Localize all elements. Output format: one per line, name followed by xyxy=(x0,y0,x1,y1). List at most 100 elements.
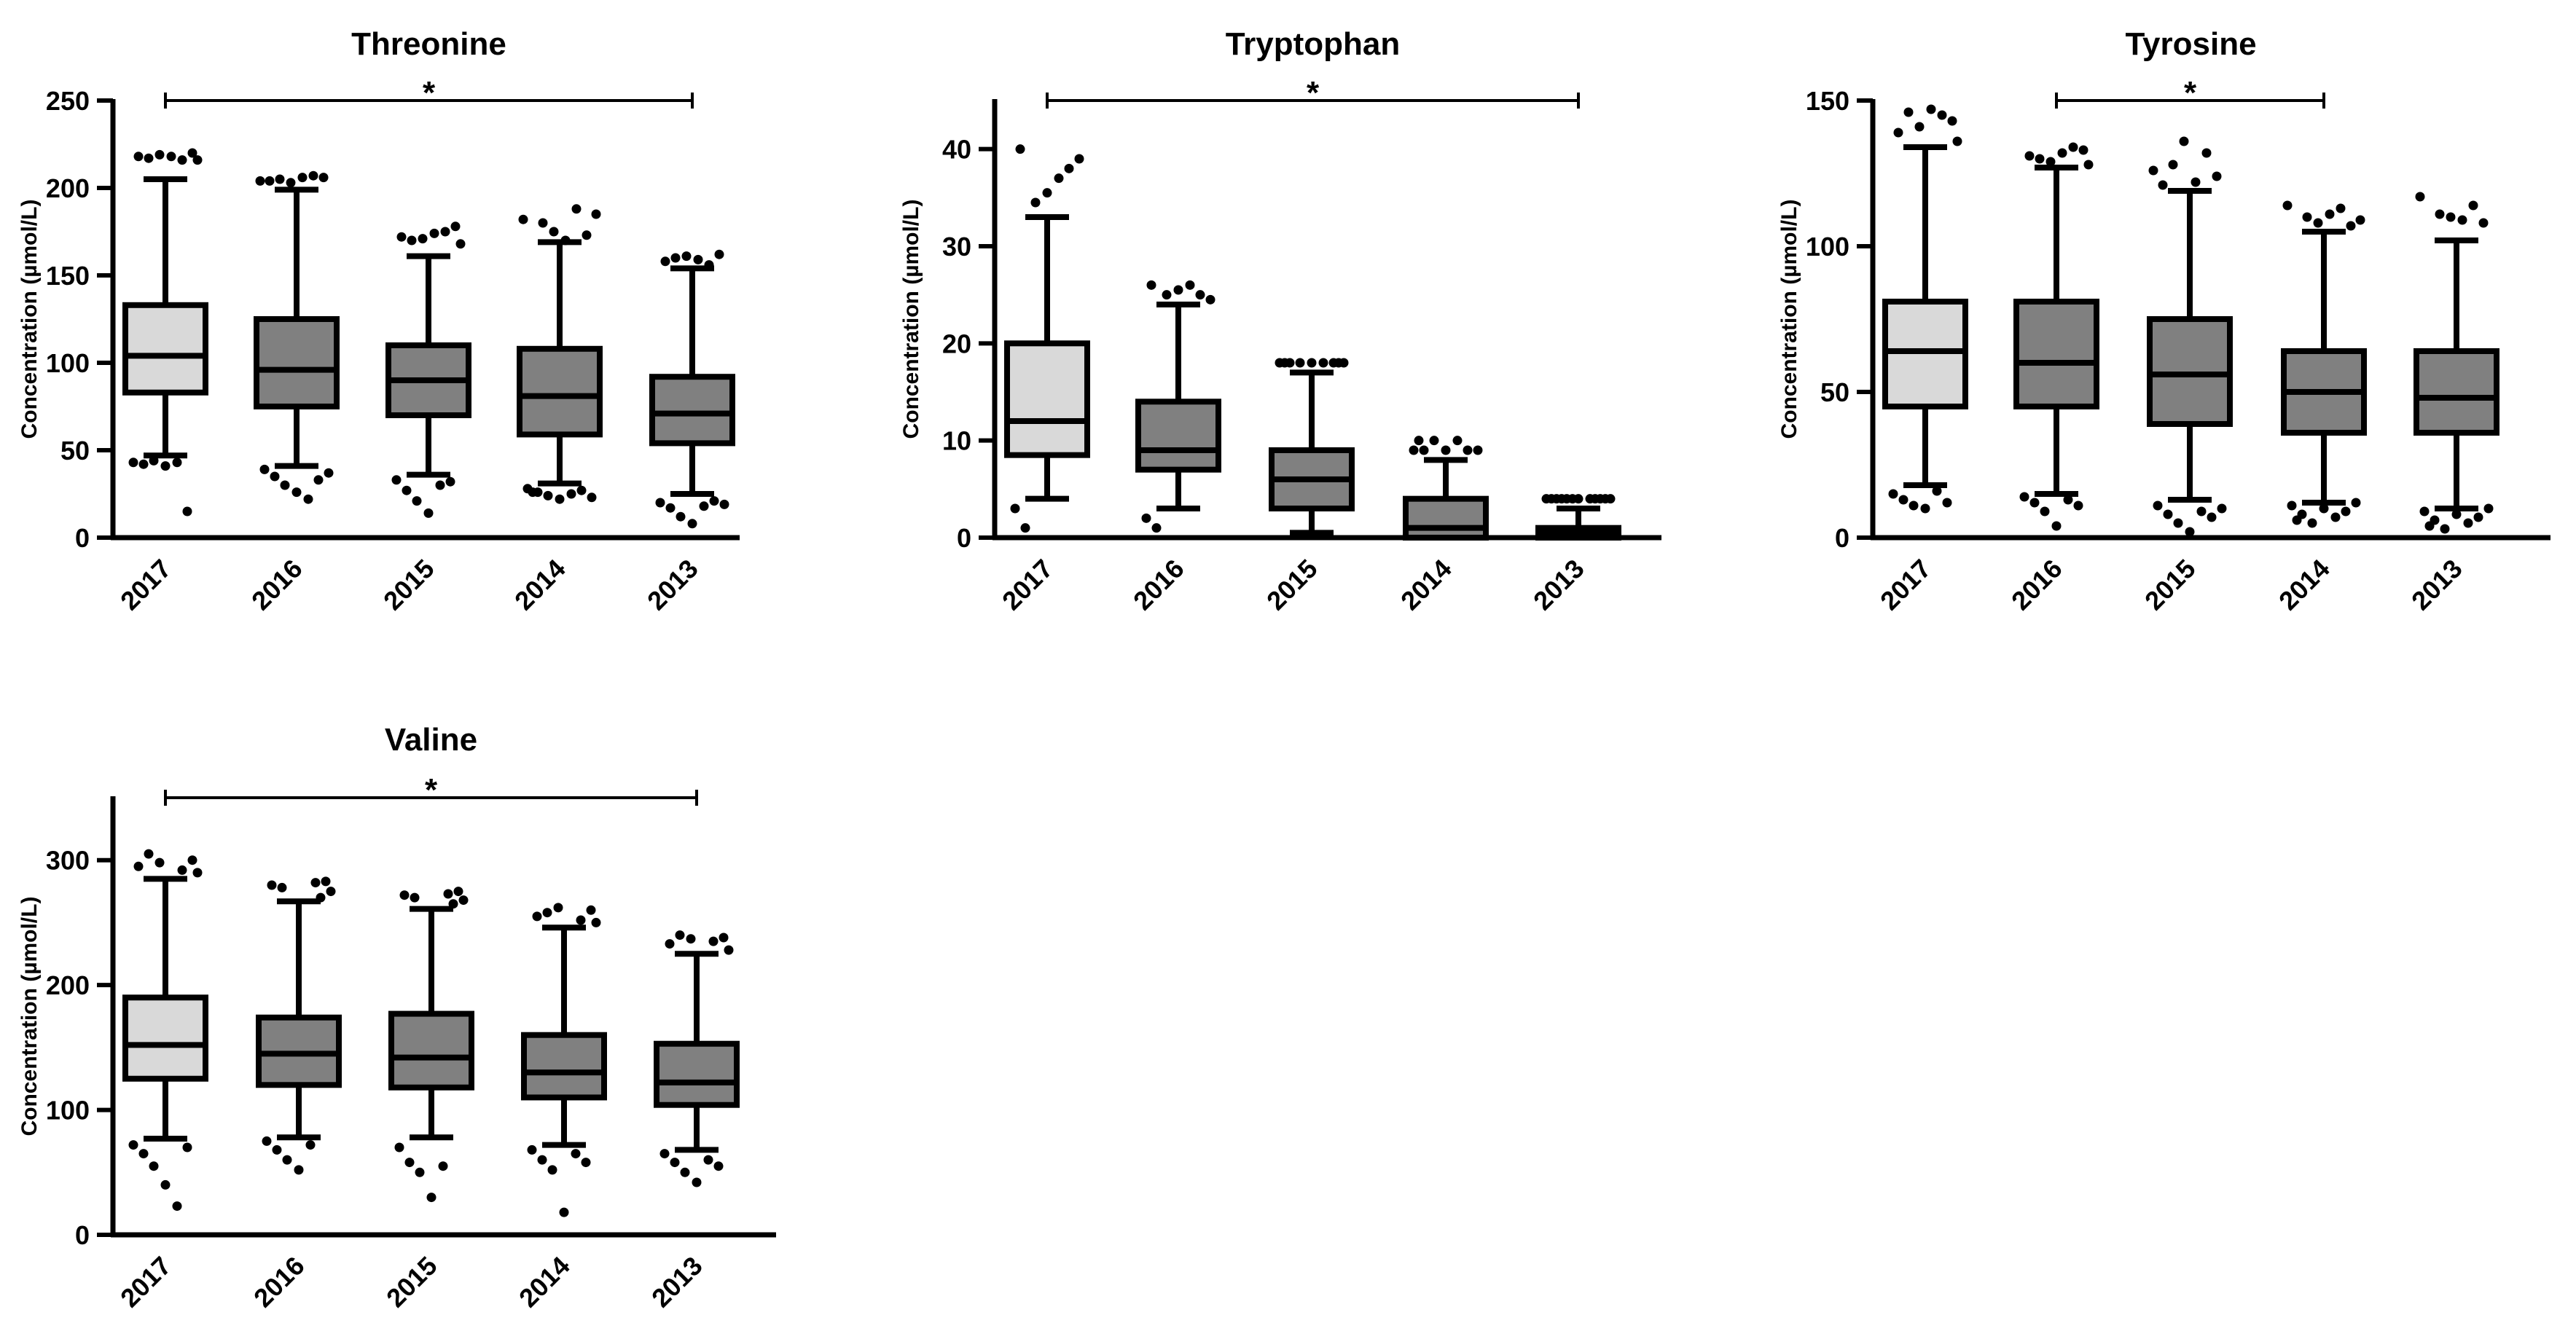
outlier-point xyxy=(2057,148,2067,158)
outlier-point xyxy=(2179,136,2189,146)
outlier-point xyxy=(275,174,285,184)
outlier-point xyxy=(455,239,466,249)
outlier-point xyxy=(1452,436,1463,446)
x-tick-label: 2014 xyxy=(513,1251,576,1314)
outlier-point xyxy=(133,152,144,162)
x-tick-label: 2014 xyxy=(2273,554,2336,616)
significance-star: * xyxy=(1307,75,1320,111)
outlier-point xyxy=(440,227,450,237)
outlier-point xyxy=(1937,110,1947,120)
outlier-point xyxy=(670,1158,680,1168)
y-tick-label: 0 xyxy=(957,523,971,553)
outlier-point xyxy=(713,1161,724,1171)
box-2017: 2017 xyxy=(996,144,1090,616)
outlier-point xyxy=(303,494,313,504)
box-2015: 2015 xyxy=(380,887,474,1313)
outlier-point xyxy=(2473,512,2483,522)
outlier-point xyxy=(1920,503,1930,514)
outlier-point xyxy=(2341,506,2351,517)
outlier-point xyxy=(2073,500,2083,511)
outlier-point xyxy=(1015,144,1025,154)
outlier-point xyxy=(1074,154,1084,164)
outlier-point xyxy=(582,230,592,240)
outlier-point xyxy=(404,1158,415,1168)
y-tick-label: 50 xyxy=(1820,377,1849,407)
outlier-point xyxy=(1030,197,1041,208)
outlier-point xyxy=(655,498,665,508)
outlier-point xyxy=(2307,518,2317,528)
outlier-point xyxy=(681,251,692,262)
y-tick-label: 200 xyxy=(46,970,90,1000)
significance-star: * xyxy=(423,75,436,111)
panel-tryptophan: Tryptophan 0 10 20 30 40 Concentration (µmol/L… xyxy=(899,26,1661,616)
outlier-point xyxy=(576,915,586,925)
outlier-point xyxy=(259,464,270,474)
outlier-point xyxy=(286,178,296,188)
outlier-point xyxy=(518,214,528,224)
outlier-point xyxy=(458,895,469,906)
y-tick-label: 10 xyxy=(942,426,971,456)
y-tick-label: 200 xyxy=(46,173,90,203)
outlier-point xyxy=(187,855,197,865)
outlier-point xyxy=(305,1140,316,1150)
outlier-point xyxy=(410,892,420,903)
box-rect xyxy=(2413,348,2499,436)
outlier-point xyxy=(2153,500,2163,511)
outlier-point xyxy=(415,1167,425,1177)
box-rect xyxy=(122,994,208,1082)
outlier-point xyxy=(255,176,265,186)
x-tick-label: 2017 xyxy=(996,554,1059,616)
outlier-point xyxy=(262,1136,272,1146)
y-tick-label: 250 xyxy=(46,86,90,116)
box-2014: 2014 xyxy=(513,903,607,1314)
outlier-point xyxy=(182,1142,192,1153)
box-2017: 2017 xyxy=(114,148,208,616)
outlier-point xyxy=(528,487,538,498)
outlier-point xyxy=(2435,209,2445,219)
chart-title: Threonine xyxy=(351,26,506,62)
x-tick-label: 2016 xyxy=(2005,554,2068,616)
outlier-point xyxy=(1893,127,1903,138)
y-tick-label: 100 xyxy=(1806,232,1849,262)
outlier-point xyxy=(2424,521,2435,531)
outlier-point xyxy=(576,485,587,495)
outlier-point xyxy=(448,899,458,909)
outlier-point xyxy=(321,876,331,887)
outlier-point xyxy=(660,256,670,267)
outlier-point xyxy=(160,1179,171,1190)
box-rect xyxy=(254,316,340,409)
outlier-point xyxy=(2463,518,2473,528)
outlier-point xyxy=(277,882,287,892)
outlier-point xyxy=(2336,203,2346,213)
outlier-point xyxy=(1141,513,1151,523)
y-tick-label: 100 xyxy=(46,1096,90,1126)
outlier-point xyxy=(443,889,453,899)
outlier-point xyxy=(708,936,719,946)
outlier-point xyxy=(172,1201,182,1212)
y-axis-title: Concentration (µmol/L) xyxy=(1777,200,1801,439)
outlier-point xyxy=(154,149,165,160)
outlier-point xyxy=(144,153,154,163)
outlier-point xyxy=(2446,212,2456,222)
x-tick-label: 2017 xyxy=(114,1251,177,1314)
outlier-point xyxy=(2173,518,2183,528)
outlier-point xyxy=(192,868,203,878)
outlier-point xyxy=(2078,145,2088,155)
outlier-point xyxy=(566,489,576,499)
outlier-point xyxy=(1942,498,1952,508)
y-tick-label: 100 xyxy=(46,348,90,378)
box-rect xyxy=(1004,340,1090,458)
outlier-point xyxy=(2029,498,2040,508)
box-rect xyxy=(122,302,208,396)
outlier-point xyxy=(675,930,685,941)
outlier-point xyxy=(1307,358,1317,368)
x-tick-label: 2017 xyxy=(1874,554,1937,616)
outlier-point xyxy=(1926,104,1936,114)
outlier-point xyxy=(676,511,686,522)
x-tick-label: 2016 xyxy=(1127,554,1190,616)
outlier-point xyxy=(2163,509,2173,519)
outlier-point xyxy=(2168,160,2178,170)
outlier-point xyxy=(587,492,597,503)
outlier-point xyxy=(2191,177,2201,187)
outlier-point xyxy=(1414,436,1424,446)
